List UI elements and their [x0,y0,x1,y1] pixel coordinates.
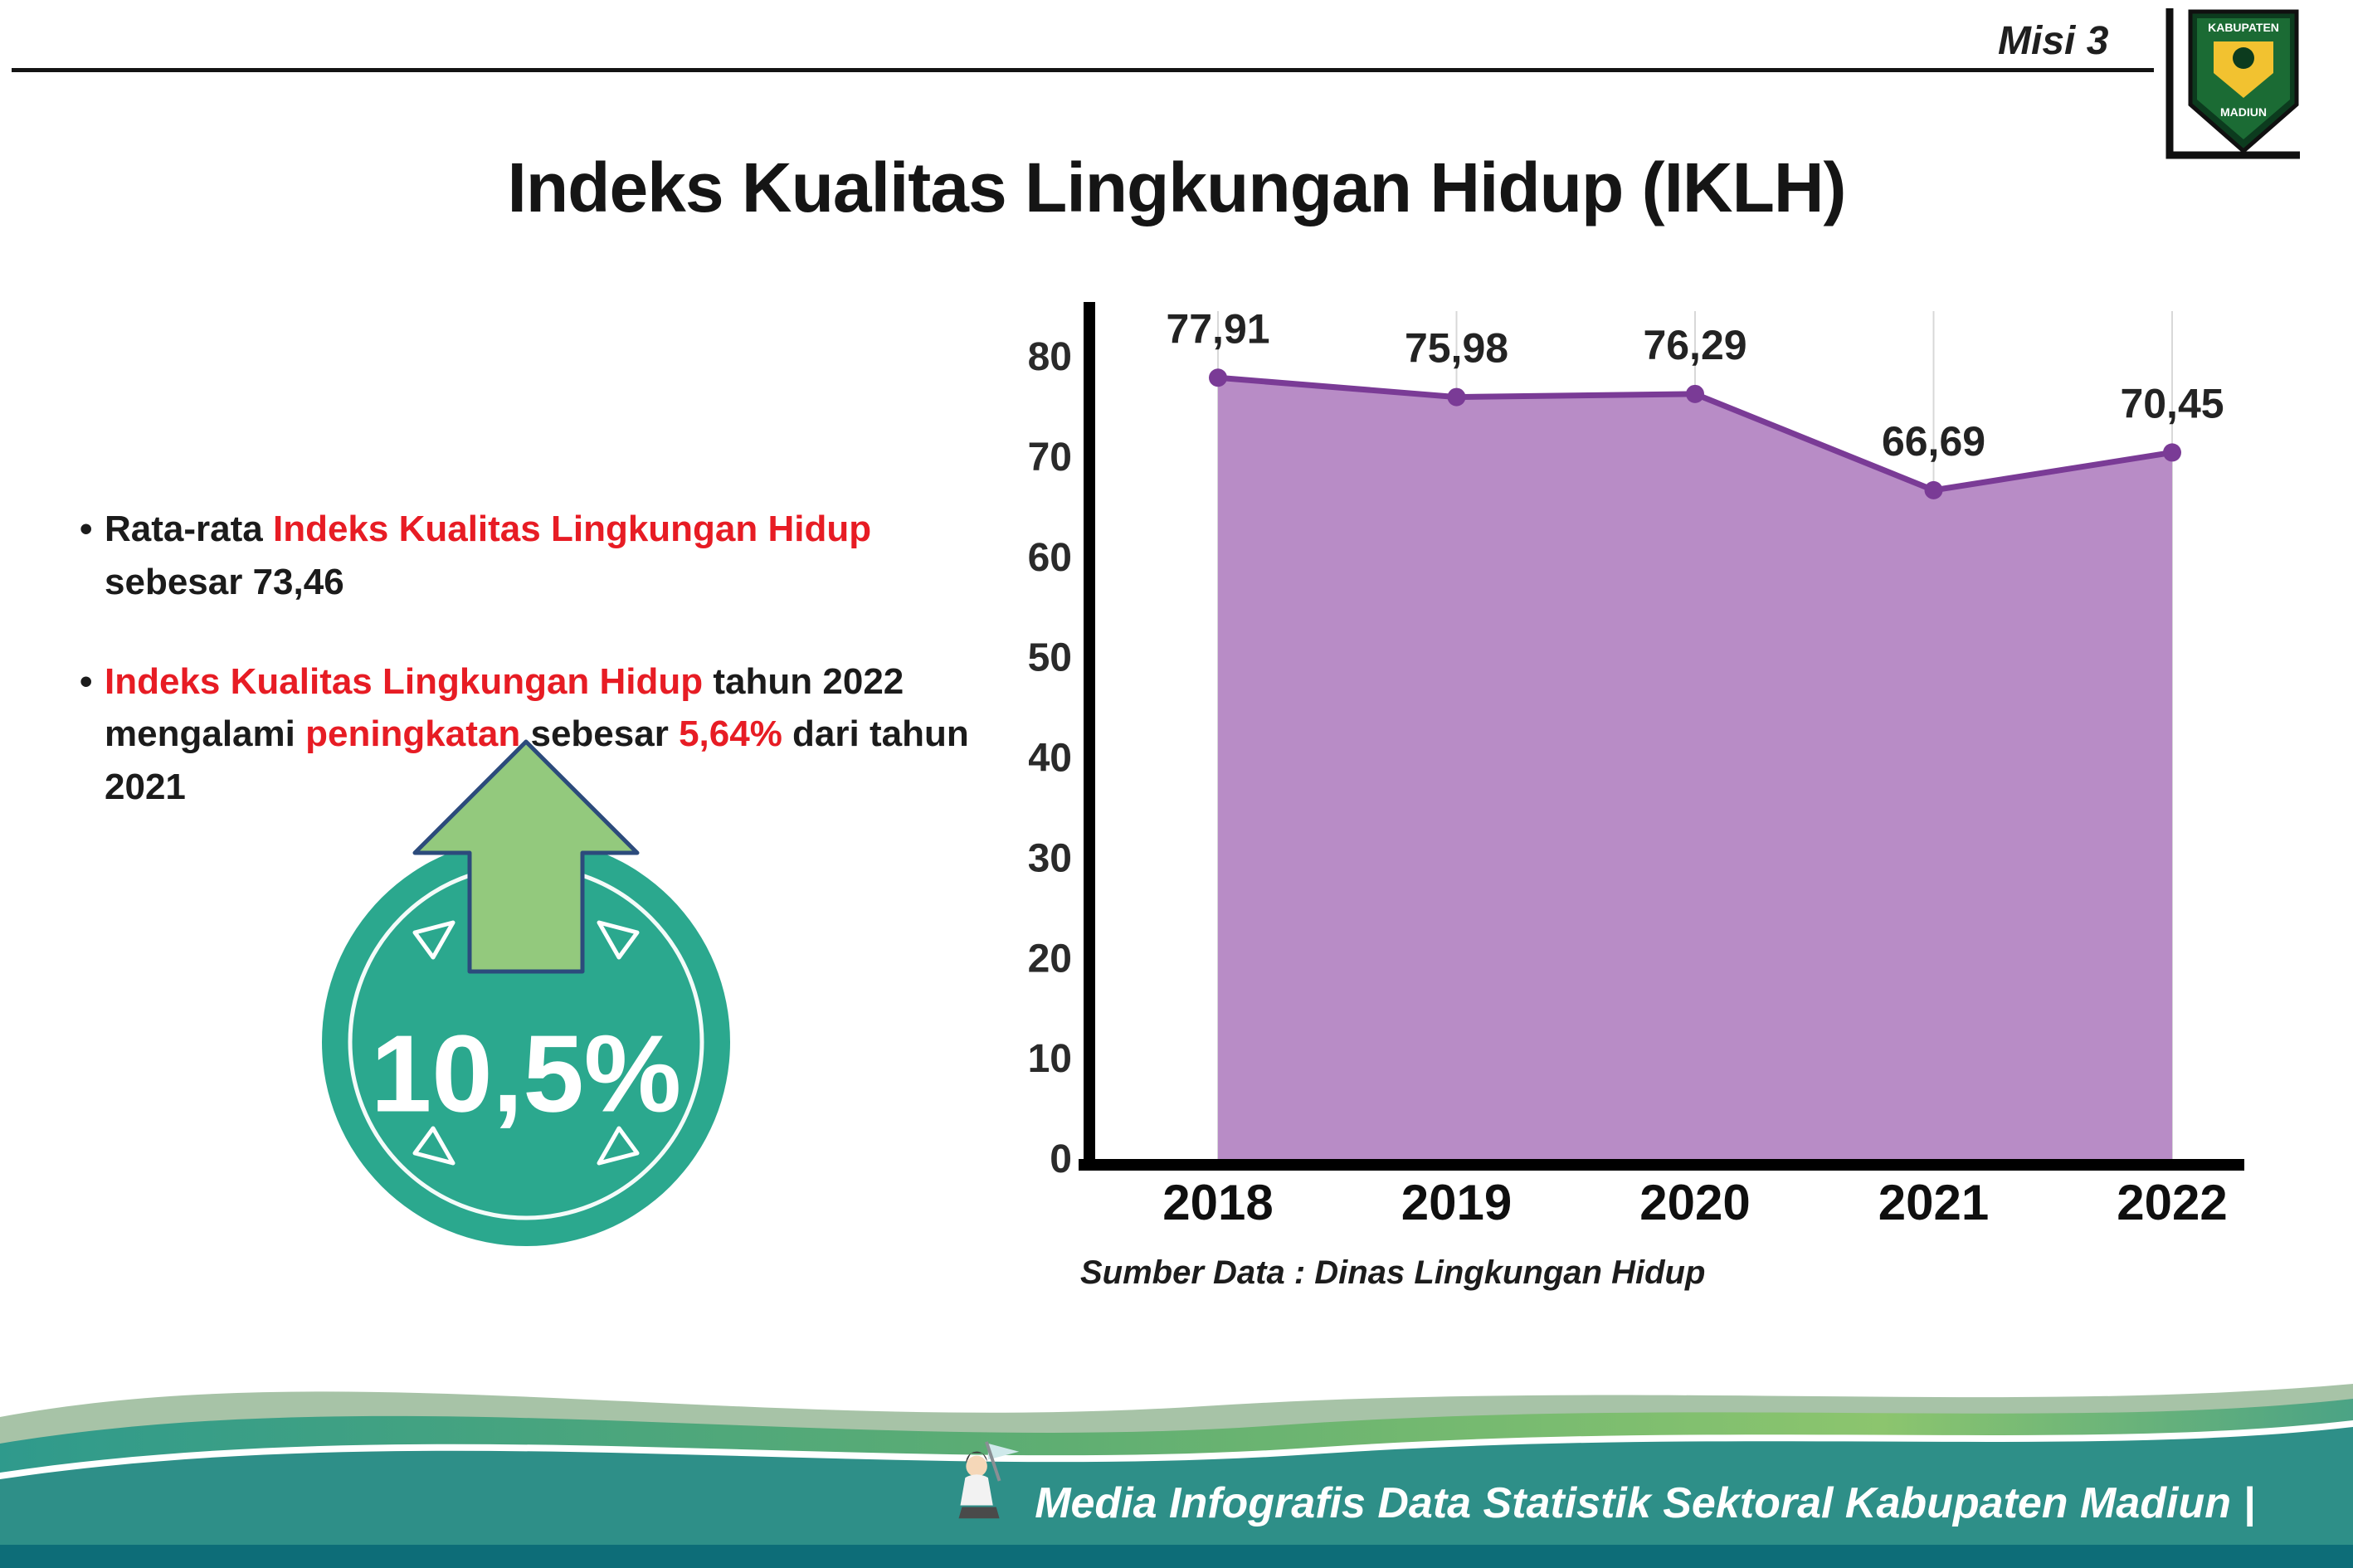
bullet1-highlight: Indeks Kualitas Lingkungan Hidup [272,509,872,549]
chart-source-note: Sumber Data : Dinas Lingkungan Hidup [1080,1254,1706,1291]
crest-bottom-text: MADIUN [2220,105,2267,119]
footer-wave: Media Infografis Data Statistik Sektoral… [0,1319,2353,1568]
x-tick-label: 2018 [1162,1175,1273,1230]
y-tick-label: 20 [1029,937,1072,981]
data-label: 66,69 [1882,418,1985,465]
data-point [1209,368,1227,387]
footer-credit-row: Media Infografis Data Statistik Sektoral… [940,1439,2255,1528]
bullet1-text-2: sebesar 73,46 [105,561,344,602]
x-axis [1079,1159,2244,1171]
y-axis [1084,302,1095,1171]
footer-credit: Media Infografis Data Statistik Sektoral… [1035,1479,2255,1527]
bullet2-highlight-2: peningkatan [305,713,521,755]
data-label: 75,98 [1405,325,1508,372]
crest-top-text: KABUPATEN [2208,21,2279,34]
bullet2-text-2: sebesar [520,713,680,755]
footer-waves-graphic [0,1384,2353,1568]
y-tick-label: 70 [1029,436,1072,480]
bullet-average-iklh: • Rata-rata Indeks Kualitas Lingkungan Hi… [80,503,1017,609]
data-point [1686,384,1704,403]
area-fill [1218,377,2172,1159]
bullet2-highlight-1: Indeks Kualitas Lingkungan Hidup [105,660,704,702]
badge-tick-triangles [412,920,640,1166]
bullet2-text-3: dari tahun 2021 [105,713,969,808]
bullet2-text-1: tahun 2022 mengalami [105,660,904,755]
x-tick-label: 2021 [1878,1175,1989,1230]
mascot-icon [958,1441,1020,1519]
top-divider [12,68,2154,72]
iklh-chart-svg: 77,91 75,98 76,29 66,69 70,45 0 10 20 30 40 50 60 70… [1028,302,2244,1230]
kabupaten-madiun-logo: KABUPATEN MADIUN [2165,8,2300,159]
x-tick-label: 2022 [2117,1175,2227,1230]
data-label: 76,29 [1643,322,1746,368]
data-point [2163,443,2181,462]
y-tick-label: 10 [1029,1037,1072,1081]
x-tick-label: 2019 [1401,1175,1512,1230]
bullet-increase-2022: • Indeks Kualitas Lingkungan Hidup tahun … [80,655,1017,814]
y-tick-label: 50 [1029,636,1072,680]
y-tick-label: 80 [1029,335,1072,379]
misi-label: Misi 3 [1998,19,2109,63]
data-point [1924,480,1943,499]
bullet1-text-1: Rata-rata [105,509,273,549]
data-label: 70,45 [2120,380,2224,426]
wave-front-teal [0,1427,2353,1568]
logo-frame [2165,8,2300,159]
crest: KABUPATEN MADIUN [2188,9,2299,154]
y-tick-label: 30 [1029,836,1072,880]
data-label: 77,91 [1166,305,1269,352]
page-title: Indeks Kualitas Lingkungan Hidup (IKLH) [507,149,1846,227]
x-tick-label: 2020 [1639,1175,1750,1230]
data-point [1447,387,1466,407]
bullet2-highlight-3: 5,64% [679,713,782,755]
bullet-marker: • [80,660,93,702]
insights-panel: • Rata-rata Indeks Kualitas Lingkungan Hi… [80,466,1017,850]
y-tick-label: 40 [1029,737,1072,781]
bullet-marker: • [80,509,93,549]
footer-bottom-strip [0,1545,2353,1568]
badge-value: 10,5% [371,1013,681,1135]
y-tick-label: 0 [1050,1137,1072,1181]
iklh-chart: 77,91 75,98 76,29 66,69 70,45 0 10 20 30 40 50 60 70… [1028,292,2273,1296]
y-tick-label: 60 [1029,536,1072,580]
increase-arrow-icon [412,739,640,974]
increase-badge: 10,5% [309,727,743,1248]
